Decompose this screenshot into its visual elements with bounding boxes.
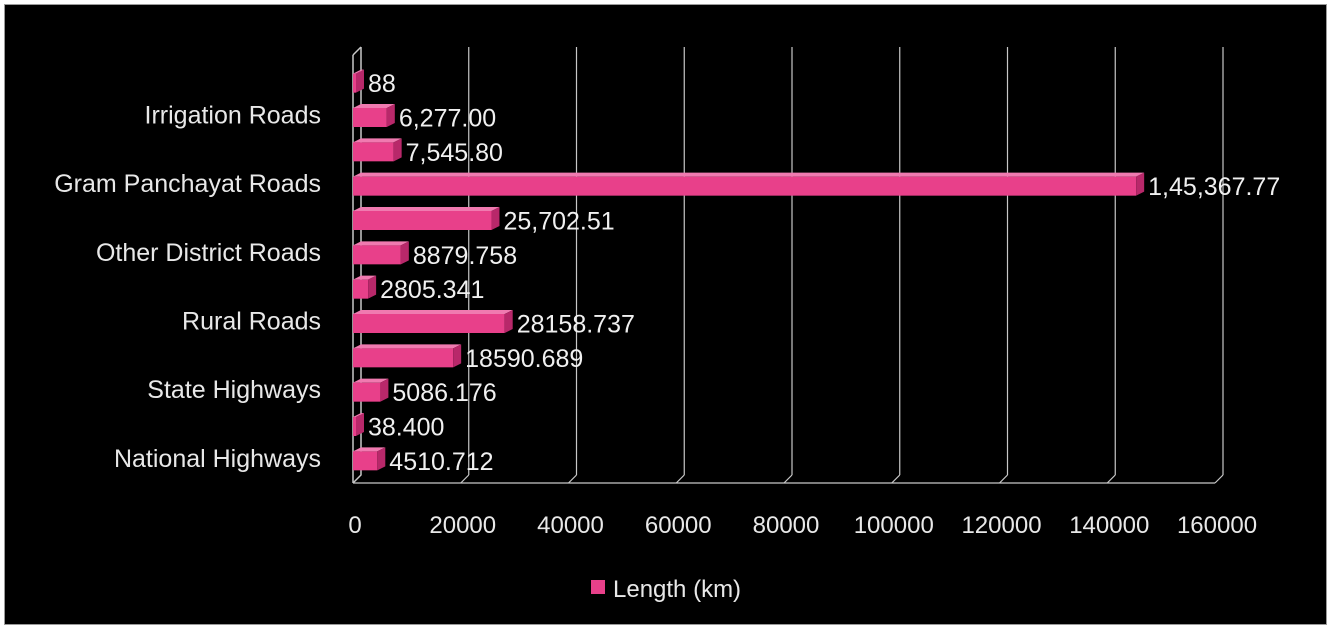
x-tick-label: 20000 (429, 512, 496, 539)
bar (353, 69, 364, 93)
bar-side (356, 69, 364, 93)
chart-frame: 4510.712 38.400 5086.176 18590.689 28158.737… (4, 4, 1327, 625)
x-tick-label: 160000 (1177, 512, 1257, 539)
data-label: 1,45,367.77 (1148, 173, 1280, 201)
bar-face (353, 279, 369, 299)
gridline-floor (891, 474, 901, 484)
x-tick-label: 100000 (854, 512, 934, 539)
category-label: Rural Roads (182, 308, 321, 336)
bar-face (353, 451, 378, 471)
data-label: 28158.737 (517, 311, 635, 339)
bar-top (353, 344, 462, 349)
bar-top (353, 378, 389, 383)
bar (353, 104, 395, 127)
bar (353, 172, 1145, 196)
data-label: 4510.712 (389, 448, 493, 476)
bar-face (353, 382, 381, 402)
bar-chart: 4510.712 38.400 5086.176 18590.689 28158.737… (54, 46, 1280, 603)
legend-swatch (591, 580, 605, 594)
bar-face (353, 108, 387, 127)
bar (353, 413, 364, 436)
bar-side (393, 138, 402, 162)
x-tick-label: 80000 (753, 512, 820, 539)
bar (353, 275, 377, 299)
bar-face (353, 176, 1137, 196)
bar-face (353, 417, 356, 436)
category-label: Other District Roads (96, 239, 321, 267)
legend-label: Length (km) (613, 576, 741, 603)
x-tick-label: 140000 (1069, 512, 1149, 539)
bar-face (353, 314, 505, 333)
category-labels: National Highways State Highways Rural Roa… (54, 102, 321, 473)
data-label: 2805.341 (380, 276, 484, 304)
x-tick-label: 0 (348, 512, 361, 539)
bar-face (353, 73, 356, 93)
bar (353, 207, 500, 230)
bar-top (353, 207, 500, 211)
bar-side (356, 413, 364, 436)
x-tick-label: 120000 (961, 512, 1041, 539)
bar-side (368, 275, 377, 299)
bar-side (380, 378, 389, 402)
bar (353, 447, 386, 471)
bar-side (453, 344, 462, 368)
gridline-floor (460, 474, 470, 484)
gridline-floor (783, 474, 793, 484)
category-label: Irrigation Roads (145, 102, 321, 130)
data-label: 38.400 (368, 414, 444, 442)
category-label: National Highways (114, 445, 321, 473)
category-label: Gram Panchayat Roads (54, 170, 321, 198)
bar-top (353, 241, 409, 246)
bar (353, 241, 409, 265)
bar (353, 344, 462, 368)
data-label: 25,702.51 (503, 208, 614, 236)
bar-side (377, 447, 386, 471)
bar-top (353, 310, 513, 314)
bars (353, 69, 1145, 471)
bar-top (353, 413, 364, 417)
bar-top (353, 138, 402, 143)
gridline-floor (568, 474, 577, 484)
gridline-floor (675, 474, 685, 484)
bar-side (400, 241, 409, 265)
bar-face (353, 211, 492, 230)
bar-face (353, 142, 394, 162)
data-label: 18590.689 (465, 345, 583, 373)
bar-side (1136, 172, 1145, 196)
data-label: 88 (368, 70, 396, 98)
x-axis-tick-labels: 0 20000 40000 60000 80000 100000 120000 140000 1… (348, 512, 1257, 539)
gridline-floor (999, 474, 1008, 484)
bar-side (386, 104, 395, 127)
gridlines (352, 46, 1224, 484)
bar-face (353, 245, 401, 265)
bar (353, 378, 389, 402)
x-tick-label: 60000 (645, 512, 712, 539)
gridline-floor (1106, 474, 1116, 484)
bar-top (353, 104, 395, 108)
x-tick-label: 40000 (537, 512, 604, 539)
bar (353, 138, 402, 162)
data-label: 8879.758 (413, 242, 517, 270)
axis-top-edge (352, 46, 362, 56)
bar-top (353, 275, 377, 280)
bar-side (504, 310, 513, 333)
bar (353, 310, 513, 333)
bar-top (353, 447, 386, 452)
bar-side (491, 207, 500, 230)
data-labels: 4510.712 38.400 5086.176 18590.689 28158.737… (368, 70, 1280, 476)
data-label: 5086.176 (392, 379, 496, 407)
bar-top (353, 172, 1145, 177)
data-label: 7,545.80 (406, 139, 503, 167)
gridline-floor (1214, 474, 1224, 484)
category-label: State Highways (147, 376, 321, 404)
bar-top (353, 69, 364, 74)
legend: Length (km) (591, 576, 741, 603)
data-label: 6,277.00 (399, 105, 496, 133)
bar-face (353, 348, 454, 368)
